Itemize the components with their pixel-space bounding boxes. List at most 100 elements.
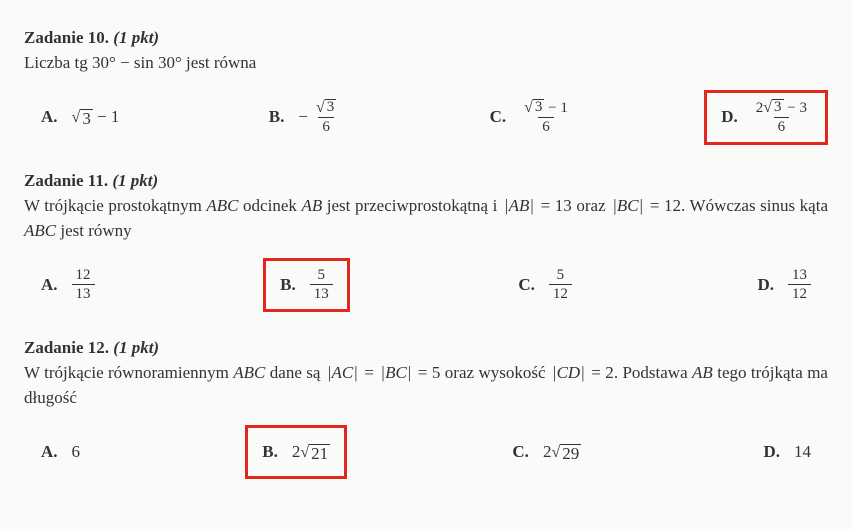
- option-value: 5 13: [310, 267, 333, 303]
- var-abc: ABC: [206, 196, 238, 215]
- task-12-option-a: A. 6: [24, 425, 97, 479]
- eq-13: = 13: [536, 196, 572, 215]
- task-12-option-b: B. 2√21: [245, 425, 347, 479]
- var-ab: AB: [301, 196, 322, 215]
- numerator: 5: [313, 267, 329, 285]
- minus-1: − 1: [93, 107, 120, 126]
- minus-sign: −: [298, 107, 308, 127]
- task-11-option-a: A. 12 13: [24, 258, 112, 312]
- option-value: 2√3 − 3 6: [752, 99, 811, 136]
- task-12: Zadanie 12. (1 pkt) W trójkącie równoram…: [24, 338, 828, 479]
- task-11-option-b: B. 5 13: [263, 258, 350, 312]
- coef: 2: [543, 442, 552, 461]
- abs-cd: CD: [550, 363, 587, 382]
- sqrt-3: 3: [533, 99, 545, 115]
- task-10-points: (1 pkt): [113, 28, 159, 47]
- text: jest przeciwprostokątną i: [322, 196, 502, 215]
- option-value: 5 12: [549, 267, 572, 303]
- denominator: 6: [538, 117, 554, 136]
- option-letter: A.: [41, 275, 58, 295]
- text: oraz wysokość: [440, 363, 550, 382]
- text: odcinek: [239, 196, 302, 215]
- numerator: 5: [553, 267, 569, 285]
- minus-1: − 1: [544, 100, 567, 116]
- task-10-options: A. √3 − 1 B. − √3 6 C. √3 − 1 6: [24, 90, 828, 145]
- option-letter: C.: [518, 275, 535, 295]
- minus-3: − 3: [784, 100, 807, 116]
- sqrt-3: 3: [772, 99, 784, 115]
- task-10: Zadanie 10. (1 pkt) Liczba tg 30° − sin …: [24, 28, 828, 145]
- option-value: √3 − 1 6: [520, 99, 572, 136]
- option-value: 12 13: [72, 267, 95, 303]
- text: dane są: [265, 363, 324, 382]
- abs-ab: AB: [502, 196, 536, 215]
- denominator: 12: [788, 284, 811, 303]
- var-ab: AB: [692, 363, 713, 382]
- task-11-option-c: C. 5 12: [501, 258, 589, 312]
- option-letter: B.: [262, 442, 278, 462]
- numerator: 13: [788, 267, 811, 285]
- text: W trójkącie równoramiennym: [24, 363, 233, 382]
- denominator: 12: [549, 284, 572, 303]
- denominator: 6: [774, 117, 790, 136]
- task-10-option-c: C. √3 − 1 6: [473, 90, 589, 145]
- text: . Podstawa: [614, 363, 692, 382]
- option-letter: B.: [269, 107, 285, 127]
- task-12-options: A. 6 B. 2√21 C. 2√29 D. 14: [24, 425, 828, 479]
- task-12-heading: Zadanie 12. (1 pkt): [24, 338, 828, 358]
- option-letter: C.: [490, 107, 507, 127]
- denominator: 13: [72, 284, 95, 303]
- numerator: 12: [72, 267, 95, 285]
- sqrt-3: 3: [80, 109, 93, 127]
- task-11-points: (1 pkt): [112, 171, 158, 190]
- task-11-number: Zadanie 11.: [24, 171, 108, 190]
- var-abc: ABC: [24, 221, 56, 240]
- option-letter: D.: [757, 275, 774, 295]
- option-letter: C.: [512, 442, 529, 462]
- option-value: 13 12: [788, 267, 811, 303]
- abs-bc: BC: [378, 363, 413, 382]
- option-value: 6: [72, 442, 81, 462]
- eq-5: = 5: [413, 363, 440, 382]
- abs-bc: BC: [610, 196, 645, 215]
- text: . Wówczas sinus kąta: [681, 196, 828, 215]
- task-10-option-b: B. − √3 6: [252, 90, 357, 145]
- task-12-body: W trójkącie równoramiennym ABC dane są A…: [24, 360, 828, 411]
- radicand: 29: [560, 444, 581, 462]
- text: oraz: [572, 196, 610, 215]
- var-abc: ABC: [233, 363, 265, 382]
- eq-12: = 12: [645, 196, 681, 215]
- task-10-heading: Zadanie 10. (1 pkt): [24, 28, 828, 48]
- eq-sign: =: [360, 363, 378, 382]
- task-11-option-d: D. 13 12: [740, 258, 828, 312]
- text: W trójkącie prostokątnym: [24, 196, 206, 215]
- denominator: 13: [310, 284, 333, 303]
- option-value: 2√29: [543, 442, 581, 462]
- task-12-option-c: C. 2√29: [495, 425, 598, 479]
- task-12-number: Zadanie 12.: [24, 338, 109, 357]
- option-value: √3 − 1: [72, 107, 120, 127]
- task-10-option-a: A. √3 − 1: [24, 90, 136, 144]
- option-value: − √3 6: [298, 99, 340, 136]
- task-11-options: A. 12 13 B. 5 13 C. 5 12 D. 13 12: [24, 258, 828, 312]
- option-letter: D.: [721, 107, 738, 127]
- coef-2: 2: [756, 100, 764, 116]
- radicand: 21: [309, 444, 330, 462]
- option-letter: A.: [41, 107, 58, 127]
- task-10-option-d: D. 2√3 − 3 6: [704, 90, 828, 145]
- task-10-number: Zadanie 10.: [24, 28, 109, 47]
- option-letter: A.: [41, 442, 58, 462]
- denominator: 6: [318, 117, 334, 136]
- option-letter: D.: [763, 442, 780, 462]
- task-12-option-d: D. 14: [746, 425, 828, 479]
- task-10-body: Liczba tg 30° − sin 30° jest równa: [24, 50, 828, 76]
- task-11-body: W trójkącie prostokątnym ABC odcinek AB …: [24, 193, 828, 244]
- abs-ac: AC: [325, 363, 360, 382]
- task-11: Zadanie 11. (1 pkt) W trójkącie prostoką…: [24, 171, 828, 312]
- option-value: 2√21: [292, 442, 330, 462]
- task-11-heading: Zadanie 11. (1 pkt): [24, 171, 828, 191]
- eq-2: = 2: [587, 363, 614, 382]
- option-value: 14: [794, 442, 811, 462]
- task-12-points: (1 pkt): [113, 338, 159, 357]
- option-letter: B.: [280, 275, 296, 295]
